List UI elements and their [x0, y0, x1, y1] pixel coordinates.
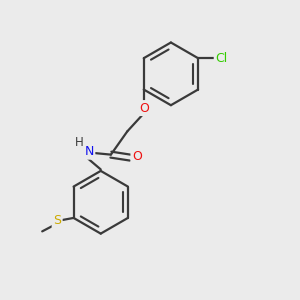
Text: O: O	[132, 150, 142, 163]
Text: H: H	[75, 136, 83, 149]
Text: S: S	[53, 214, 61, 227]
Text: N: N	[85, 146, 94, 158]
Text: O: O	[139, 101, 149, 115]
Text: Cl: Cl	[215, 52, 227, 65]
